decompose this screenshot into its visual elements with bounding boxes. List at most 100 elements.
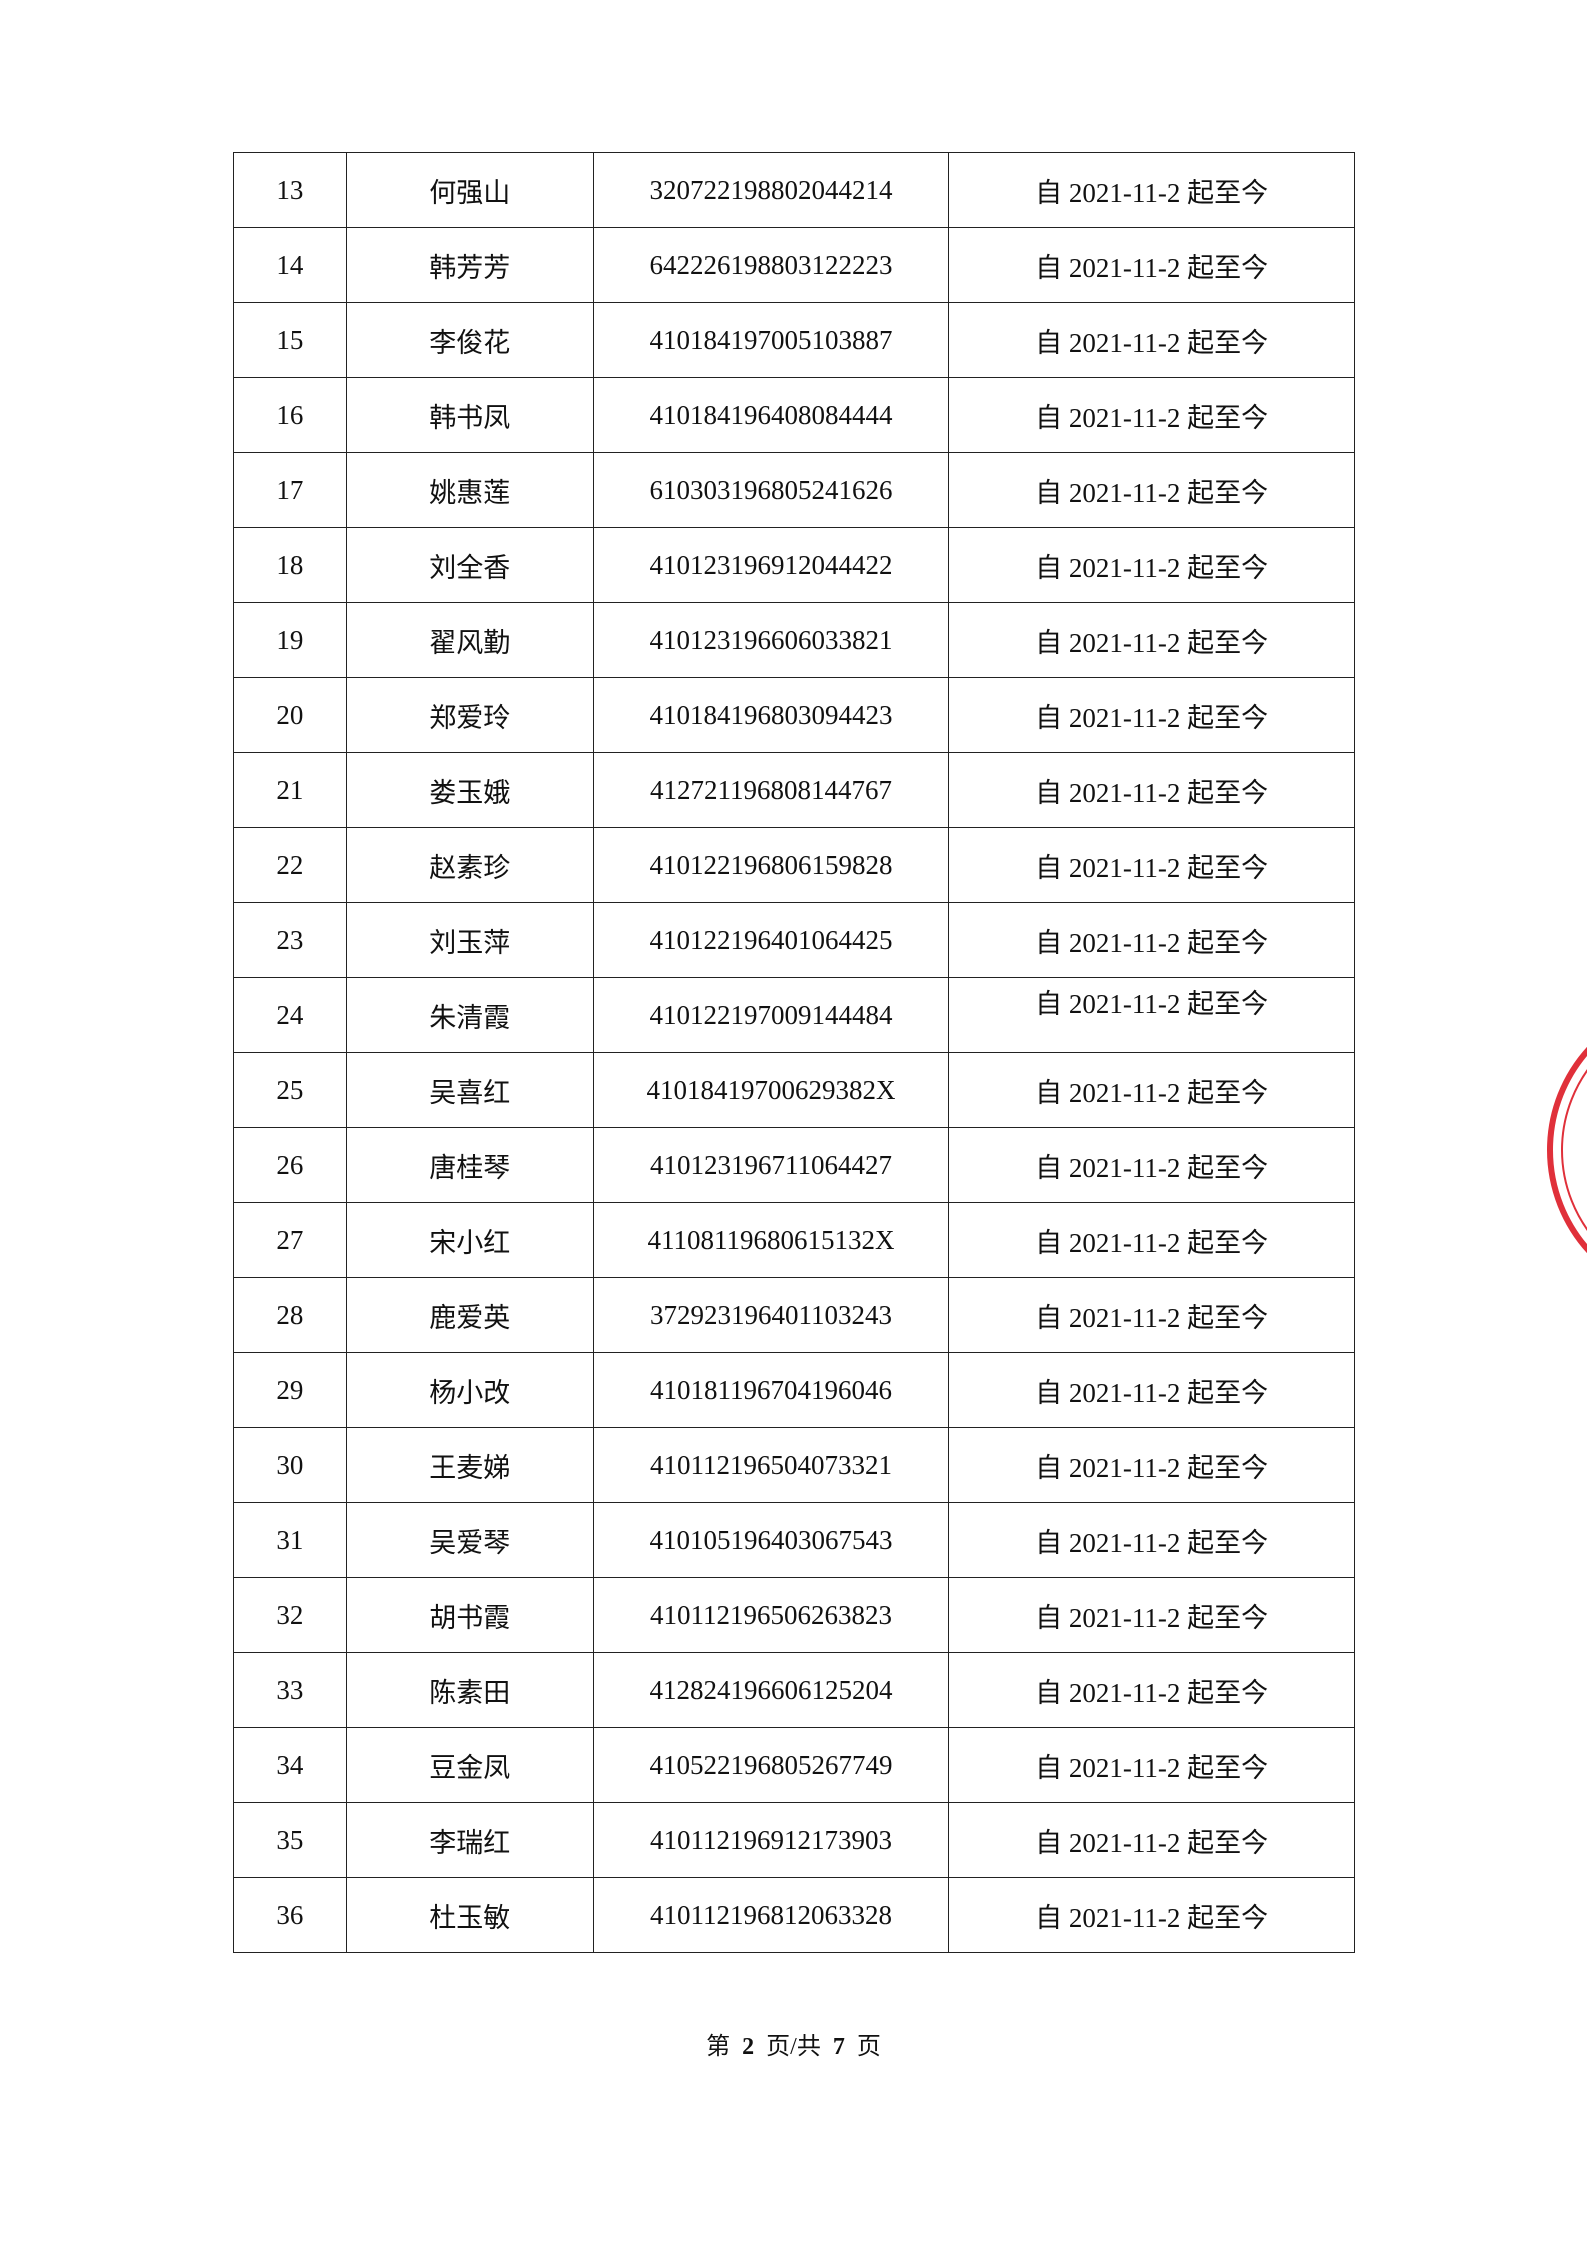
name: 豆金凤	[345, 1727, 594, 1803]
table-row: 31 吴爱琴 410105196403067543 自 2021-11-2 起至今	[233, 1502, 1355, 1578]
date-range: 自 2021-11-2 起至今	[948, 902, 1355, 978]
date-range: 自 2021-11-2 起至今	[948, 977, 1355, 1053]
name: 赵素珍	[345, 827, 594, 903]
table-row: 25 吴喜红 41018419700629382X 自 2021-11-2 起至今	[233, 1052, 1355, 1128]
row-number: 35	[233, 1802, 347, 1878]
row-number: 34	[233, 1727, 347, 1803]
id-number: 412824196606125204	[592, 1652, 950, 1728]
table-row: 35 李瑞红 410112196912173903 自 2021-11-2 起至今	[233, 1802, 1355, 1878]
table-row: 36 杜玉敏 410112196812063328 自 2021-11-2 起至今	[233, 1877, 1355, 1953]
row-number: 24	[233, 977, 347, 1053]
row-number: 14	[233, 227, 347, 303]
name: 李俊花	[345, 302, 594, 378]
id-number: 410522196805267749	[592, 1727, 950, 1803]
id-number: 410181196704196046	[592, 1352, 950, 1428]
date-range: 自 2021-11-2 起至今	[948, 1352, 1355, 1428]
row-number: 23	[233, 902, 347, 978]
table-row: 27 宋小红 41108119680615132X 自 2021-11-2 起至今	[233, 1202, 1355, 1278]
name: 刘玉萍	[345, 902, 594, 978]
id-number: 410122196401064425	[592, 902, 950, 978]
row-number: 15	[233, 302, 347, 378]
id-number: 410112196504073321	[592, 1427, 950, 1503]
id-number: 410184196803094423	[592, 677, 950, 753]
id-number: 410123196606033821	[592, 602, 950, 678]
name: 吴喜红	[345, 1052, 594, 1128]
id-number: 410112196812063328	[592, 1877, 950, 1953]
date-range: 自 2021-11-2 起至今	[948, 152, 1355, 228]
row-number: 22	[233, 827, 347, 903]
footer-text: 第	[706, 2034, 731, 2060]
id-number: 410122197009144484	[592, 977, 950, 1053]
id-number: 410112196912173903	[592, 1802, 950, 1878]
name: 胡书霞	[345, 1577, 594, 1653]
name: 唐桂琴	[345, 1127, 594, 1203]
date-range: 自 2021-11-2 起至今	[948, 1802, 1355, 1878]
row-number: 26	[233, 1127, 347, 1203]
page-total: 7	[832, 2034, 845, 2060]
table-row: 16 韩书凤 410184196408084444 自 2021-11-2 起至今	[233, 377, 1355, 453]
row-number: 18	[233, 527, 347, 603]
name: 朱清霞	[345, 977, 594, 1053]
date-range: 自 2021-11-2 起至今	[948, 1652, 1355, 1728]
date-range: 自 2021-11-2 起至今	[948, 1877, 1355, 1953]
name: 杨小改	[345, 1352, 594, 1428]
table-row: 23 刘玉萍 410122196401064425 自 2021-11-2 起至今	[233, 902, 1355, 978]
row-number: 20	[233, 677, 347, 753]
row-number: 36	[233, 1877, 347, 1953]
id-number: 372923196401103243	[592, 1277, 950, 1353]
date-range: 自 2021-11-2 起至今	[948, 377, 1355, 453]
member-table: 13 何强山 320722198802044214 自 2021-11-2 起至今 14…	[233, 152, 1355, 1953]
table-row: 13 何强山 320722198802044214 自 2021-11-2 起至今	[233, 152, 1355, 228]
date-range: 自 2021-11-2 起至今	[948, 1502, 1355, 1578]
id-number: 410112196506263823	[592, 1577, 950, 1653]
name: 韩芳芳	[345, 227, 594, 303]
row-number: 30	[233, 1427, 347, 1503]
date-range: 自 2021-11-2 起至今	[948, 1277, 1355, 1353]
row-number: 16	[233, 377, 347, 453]
id-number: 410105196403067543	[592, 1502, 950, 1578]
table-row: 18 刘全香 410123196912044422 自 2021-11-2 起至今	[233, 527, 1355, 603]
row-number: 13	[233, 152, 347, 228]
id-number: 642226198803122223	[592, 227, 950, 303]
name: 何强山	[345, 152, 594, 228]
name: 鹿爱英	[345, 1277, 594, 1353]
table-row: 28 鹿爱英 372923196401103243 自 2021-11-2 起至今	[233, 1277, 1355, 1353]
date-range: 自 2021-11-2 起至今	[948, 1127, 1355, 1203]
table-row: 29 杨小改 410181196704196046 自 2021-11-2 起至今	[233, 1352, 1355, 1428]
id-number: 410123196711064427	[592, 1127, 950, 1203]
table-row: 19 翟风勤 410123196606033821 自 2021-11-2 起至今	[233, 602, 1355, 678]
table-row: 15 李俊花 410184197005103887 自 2021-11-2 起至今	[233, 302, 1355, 378]
id-number: 412721196808144767	[592, 752, 950, 828]
name: 宋小红	[345, 1202, 594, 1278]
date-range: 自 2021-11-2 起至今	[948, 527, 1355, 603]
table-row: 30 王麦娣 410112196504073321 自 2021-11-2 起至今	[233, 1427, 1355, 1503]
id-number: 41108119680615132X	[592, 1202, 950, 1278]
name: 刘全香	[345, 527, 594, 603]
row-number: 33	[233, 1652, 347, 1728]
date-range: 自 2021-11-2 起至今	[948, 1577, 1355, 1653]
row-number: 28	[233, 1277, 347, 1353]
seal	[1547, 1046, 1587, 1254]
footer-text: 页	[856, 2034, 881, 2060]
page-number: 2	[742, 2034, 755, 2060]
name: 李瑞红	[345, 1802, 594, 1878]
date-range: 自 2021-11-2 起至今	[948, 827, 1355, 903]
id-number: 410184197005103887	[592, 302, 950, 378]
table-row: 26 唐桂琴 410123196711064427 自 2021-11-2 起至今	[233, 1127, 1355, 1203]
row-number: 27	[233, 1202, 347, 1278]
table-row: 33 陈素田 412824196606125204 自 2021-11-2 起至今	[233, 1652, 1355, 1728]
name: 翟风勤	[345, 602, 594, 678]
table-row: 34 豆金凤 410522196805267749 自 2021-11-2 起至今	[233, 1727, 1355, 1803]
date-range: 自 2021-11-2 起至今	[948, 752, 1355, 828]
row-number: 25	[233, 1052, 347, 1128]
row-number: 29	[233, 1352, 347, 1428]
row-number: 19	[233, 602, 347, 678]
id-number: 610303196805241626	[592, 452, 950, 528]
table-row: 24 朱清霞 410122197009144484 自 2021-11-2 起至今	[233, 977, 1355, 1053]
name: 韩书凤	[345, 377, 594, 453]
date-range: 自 2021-11-2 起至今	[948, 602, 1355, 678]
id-number: 410123196912044422	[592, 527, 950, 603]
table-row: 14 韩芳芳 642226198803122223 自 2021-11-2 起至今	[233, 227, 1355, 303]
name: 娄玉娥	[345, 752, 594, 828]
